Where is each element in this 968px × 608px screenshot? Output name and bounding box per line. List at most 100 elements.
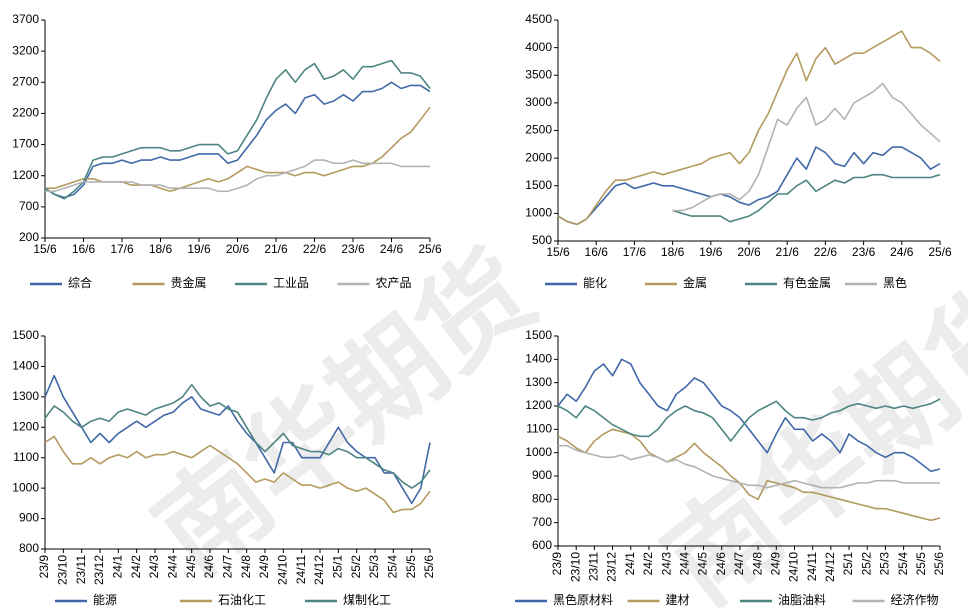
legend-label: 能化 xyxy=(583,276,607,290)
y-tick-label: 4500 xyxy=(525,12,552,26)
series-line xyxy=(557,30,941,226)
x-tick-label: 24/8 xyxy=(239,555,253,579)
x-tick-label: 25/6 xyxy=(932,552,946,576)
x-tick-label: 20/6 xyxy=(737,245,761,259)
x-tick-label: 24/10 xyxy=(276,555,290,585)
x-tick-label: 24/11 xyxy=(294,555,308,584)
x-tick-label: 24/3 xyxy=(659,552,673,576)
series-line xyxy=(44,435,431,514)
x-tick-label: 23/9 xyxy=(37,555,51,579)
y-tick-label: 1300 xyxy=(525,375,552,389)
series-line xyxy=(45,159,430,193)
x-tick-label: 24/5 xyxy=(696,552,710,576)
x-tick-label: 23/12 xyxy=(92,555,106,585)
x-tick-label: 18/6 xyxy=(149,242,173,256)
x-tick-label: 25/1 xyxy=(841,552,855,576)
y-tick-label: 500 xyxy=(532,233,552,247)
x-tick-label: 25/6 xyxy=(928,245,952,259)
x-tick-label: 22/6 xyxy=(814,245,838,259)
x-tick-label: 24/6 xyxy=(202,555,216,579)
x-tick-label: 25/1 xyxy=(331,555,345,579)
x-tick-label: 24/9 xyxy=(768,552,782,576)
legend-label: 黑色 xyxy=(883,276,907,290)
y-tick-label: 2700 xyxy=(12,74,39,88)
x-tick-label: 22/6 xyxy=(303,242,327,256)
series-line xyxy=(557,398,941,442)
x-tick-label: 25/5 xyxy=(914,552,928,576)
x-tick-label: 24/6 xyxy=(714,552,728,576)
y-tick-label: 1700 xyxy=(12,137,39,151)
x-tick-label: 24/2 xyxy=(129,555,143,579)
x-tick-label: 23/9 xyxy=(550,552,564,576)
legend-label: 金属 xyxy=(683,275,707,290)
x-tick-label: 24/4 xyxy=(166,555,180,579)
x-tick-label: 23/10 xyxy=(568,552,582,582)
x-tick-label: 24/9 xyxy=(257,555,271,579)
series-line xyxy=(557,358,941,473)
x-tick-label: 23/12 xyxy=(605,552,619,582)
y-tick-label: 3500 xyxy=(525,67,552,81)
y-tick-label: 1000 xyxy=(525,206,552,220)
x-tick-label: 19/6 xyxy=(187,242,211,256)
y-tick-label: 200 xyxy=(19,230,39,244)
legend-label: 能源 xyxy=(93,593,117,607)
x-tick-label: 18/6 xyxy=(661,245,685,259)
legend-label: 贵金属 xyxy=(171,275,207,290)
y-tick-label: 1100 xyxy=(526,422,552,436)
legend-label: 油脂油料 xyxy=(778,592,826,607)
x-tick-label: 24/12 xyxy=(823,552,837,582)
series-line xyxy=(557,146,941,226)
y-tick-label: 1200 xyxy=(525,398,552,412)
x-tick-label: 24/4 xyxy=(678,552,692,576)
legend-label: 黑色原材料 xyxy=(553,593,613,607)
x-tick-label: 25/6 xyxy=(418,242,442,256)
x-tick-label: 24/12 xyxy=(312,555,326,585)
y-tick-label: 1100 xyxy=(13,450,39,464)
x-tick-label: 24/2 xyxy=(641,552,655,576)
x-tick-label: 25/3 xyxy=(367,555,381,579)
x-tick-label: 24/1 xyxy=(111,555,125,579)
y-tick-label: 700 xyxy=(532,515,552,529)
x-tick-label: 24/5 xyxy=(184,555,198,579)
x-tick-label: 17/6 xyxy=(623,245,647,259)
x-tick-label: 15/6 xyxy=(33,242,57,256)
x-tick-label: 20/6 xyxy=(226,242,250,256)
x-tick-label: 23/6 xyxy=(341,242,365,256)
y-tick-label: 800 xyxy=(19,541,39,555)
y-tick-label: 1500 xyxy=(12,328,39,342)
x-tick-label: 23/11 xyxy=(74,555,88,584)
x-tick-label: 16/6 xyxy=(585,245,609,259)
y-tick-label: 1400 xyxy=(525,352,552,366)
y-tick-label: 2200 xyxy=(12,106,39,120)
x-tick-label: 25/4 xyxy=(386,555,400,579)
x-tick-label: 25/5 xyxy=(404,555,418,579)
x-tick-label: 25/3 xyxy=(878,552,892,576)
x-tick-label: 15/6 xyxy=(546,245,570,259)
legend-label: 综合 xyxy=(68,275,92,290)
x-tick-label: 24/7 xyxy=(221,555,235,579)
x-tick-label: 21/6 xyxy=(264,242,288,256)
x-tick-label: 16/6 xyxy=(72,242,96,256)
series-line xyxy=(558,444,940,489)
y-tick-label: 900 xyxy=(532,468,552,482)
series-line xyxy=(672,82,941,212)
series-line xyxy=(45,106,431,193)
x-tick-label: 24/6 xyxy=(890,245,914,259)
x-tick-label: 24/7 xyxy=(732,552,746,576)
legend-label: 石油化工 xyxy=(218,593,266,607)
x-tick-label: 23/11 xyxy=(587,552,601,581)
y-tick-label: 2000 xyxy=(525,150,552,164)
x-tick-label: 17/6 xyxy=(110,242,134,256)
legend-label: 煤制化工 xyxy=(343,593,391,607)
y-tick-label: 2500 xyxy=(525,123,552,137)
x-tick-label: 24/1 xyxy=(623,552,637,576)
y-tick-label: 1500 xyxy=(525,328,552,342)
y-tick-label: 1000 xyxy=(525,445,552,459)
x-tick-label: 24/11 xyxy=(805,552,819,581)
series-line xyxy=(44,383,431,489)
series-line xyxy=(672,173,941,223)
y-tick-label: 1200 xyxy=(12,168,39,182)
x-tick-label: 25/4 xyxy=(896,552,910,576)
